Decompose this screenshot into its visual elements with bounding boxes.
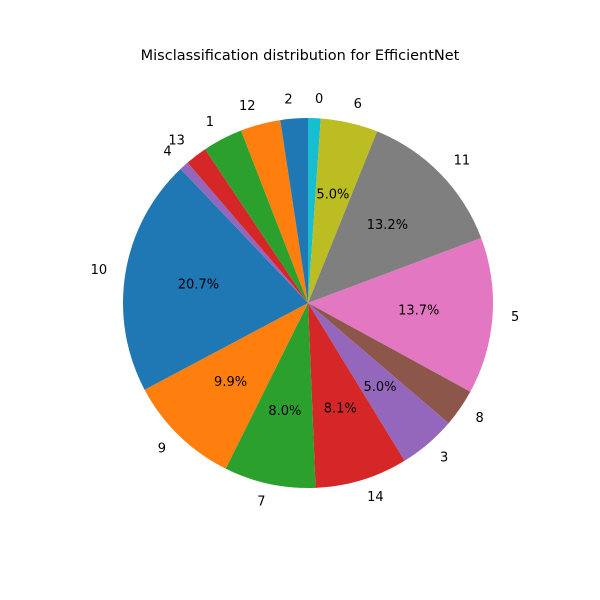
pie-slice-3 — [308, 303, 449, 461]
slice-pct-14: 8.1% — [324, 402, 357, 417]
slice-label-9: 9 — [158, 441, 166, 456]
slice-label-6: 6 — [354, 97, 362, 112]
slice-label-8: 8 — [475, 411, 483, 426]
slice-pct-10: 20.7% — [178, 278, 219, 293]
pie-slice-9 — [144, 303, 308, 469]
pie-slice-2 — [280, 118, 308, 303]
slice-label-3: 3 — [440, 450, 448, 465]
pie-slice-6 — [308, 118, 378, 304]
slice-label-13: 13 — [168, 133, 185, 148]
slice-label-12: 12 — [239, 99, 256, 114]
slice-pct-11: 13.2% — [367, 218, 408, 233]
slice-pct-5: 13.7% — [398, 303, 439, 318]
slice-pct-7: 8.0% — [268, 404, 301, 419]
pie-slice-1 — [205, 130, 308, 303]
chart-title: Misclassification distribution for Effic… — [140, 48, 460, 64]
slice-label-14: 14 — [367, 490, 384, 505]
pie-slice-12 — [241, 120, 308, 303]
pie-slice-0 — [308, 118, 321, 303]
pie-slice-13 — [187, 149, 308, 303]
slice-label-11: 11 — [454, 153, 471, 168]
pie-slice-7 — [225, 303, 316, 488]
pie-slice-8 — [308, 303, 471, 424]
slice-label-2: 2 — [284, 93, 292, 108]
pie-slice-10 — [123, 168, 308, 390]
slice-pct-6: 5.0% — [316, 187, 349, 202]
slice-pct-9: 9.9% — [214, 375, 247, 390]
pie-labels: 0 65.0%1113.2%513.7%835.0%148.1%78.0%99.9… — [91, 92, 520, 509]
pie-slice-4 — [180, 162, 308, 303]
slice-label-4: 4 — [163, 144, 171, 159]
pie-slices — [123, 118, 493, 488]
pie-slice-14 — [308, 303, 405, 488]
slice-label-7: 7 — [257, 495, 265, 510]
slice-label-10: 10 — [91, 263, 108, 278]
slice-label-0: 0 — [315, 92, 323, 107]
pie-slice-5 — [308, 237, 493, 392]
slice-label-1: 1 — [206, 115, 214, 130]
slice-pct-3: 5.0% — [364, 380, 397, 395]
pie-slice-11 — [308, 131, 482, 303]
slice-label-5: 5 — [511, 310, 519, 325]
